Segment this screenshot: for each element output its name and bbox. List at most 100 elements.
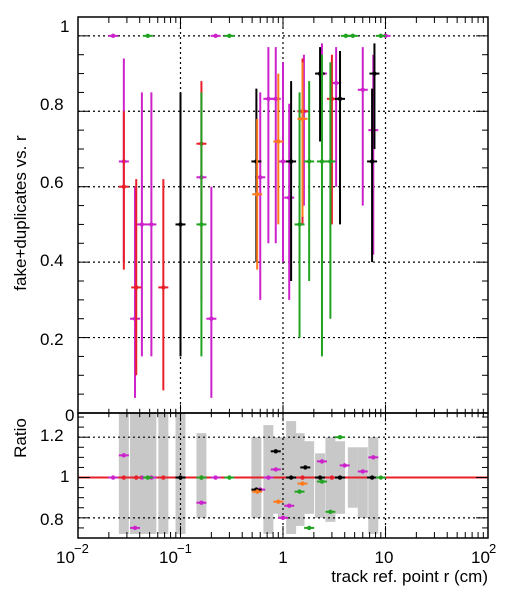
ratio-band: [130, 413, 141, 534]
y-tick-label: 1: [60, 17, 69, 36]
ratio-band: [325, 437, 336, 522]
x-tick-label-base: 10: [56, 548, 75, 567]
ratio-band: [146, 413, 157, 534]
y-tick-label: 0.4: [40, 251, 64, 270]
ratio-point: [199, 475, 204, 480]
ratio-band: [136, 413, 147, 534]
data-point: [328, 159, 333, 164]
data-point: [134, 285, 139, 290]
data-point: [254, 192, 260, 197]
data-point: [360, 87, 365, 92]
data-point: [149, 222, 154, 227]
ratio-point: [369, 475, 375, 480]
ratio-panel-data: [108, 434, 386, 531]
data-point: [266, 96, 271, 102]
x-tick-label-exponent: −1: [177, 541, 192, 556]
ratio-y-tick-label: 1: [60, 467, 69, 486]
ratio-point: [337, 434, 343, 440]
x-tick-label: 10: [375, 548, 394, 567]
data-point: [319, 159, 325, 164]
data-point: [369, 159, 375, 164]
ratio-point: [161, 475, 166, 480]
data-point: [121, 184, 127, 189]
ratio-point: [266, 475, 271, 480]
data-point: [337, 96, 343, 102]
top-panel-data: [108, 33, 391, 398]
x-tick-label-exponent: −2: [74, 541, 89, 556]
data-point: [297, 222, 302, 227]
ratio-point: [342, 463, 347, 468]
data-point: [378, 33, 384, 39]
ratio-band: [368, 437, 379, 534]
ratio-band: [357, 447, 368, 518]
axis-tick-labels: 0 0.2 0.4 0.6 0.8 1 0.8 1 1.2 10 −2 10 −…: [40, 17, 496, 567]
x-tick-label: 1: [278, 548, 287, 567]
ratio-point: [288, 475, 294, 480]
data-point: [306, 159, 312, 164]
ratio-y-axis-title: Ratio: [11, 418, 30, 458]
ratio-point: [213, 475, 218, 480]
ratio-y-tick-label: 0.8: [40, 510, 64, 529]
ratio-point: [378, 475, 384, 480]
ratio-point: [199, 500, 204, 505]
ratio-point: [337, 475, 343, 480]
data-point: [145, 33, 151, 39]
ratio-point: [145, 475, 151, 480]
data-point: [343, 33, 349, 39]
data-point: [333, 80, 339, 86]
data-point: [139, 222, 145, 227]
ratio-point: [371, 455, 376, 460]
x-tick-label-base: 10: [159, 548, 178, 567]
ratio-band: [294, 433, 305, 526]
ratio-point: [297, 489, 302, 494]
ratio-band: [315, 453, 326, 518]
ratio-y-tick-label: 1.2: [40, 426, 64, 445]
data-point: [227, 33, 232, 39]
ratio-point: [300, 475, 305, 480]
data-point: [273, 96, 278, 102]
data-point: [276, 139, 281, 144]
ratio-point: [328, 509, 333, 514]
ratio-point: [254, 489, 260, 494]
x-tick-label-exponent: 2: [489, 541, 496, 556]
ratio-point: [121, 453, 127, 458]
data-point: [110, 33, 116, 39]
ratio-point: [134, 475, 139, 480]
data-point: [209, 316, 214, 321]
ratio-point: [360, 469, 365, 474]
ratio-point: [287, 503, 292, 508]
ratio-point: [110, 475, 116, 480]
y-tick-label: 0.2: [40, 330, 64, 349]
ratio-point: [303, 465, 308, 470]
ratio-point: [273, 467, 278, 472]
y-axis-title: fake+duplicates vs. r: [11, 135, 30, 291]
ratio-point: [132, 525, 138, 531]
axis-ticks: [77, 17, 488, 538]
ratio-point: [139, 475, 145, 480]
ratio-point: [227, 475, 232, 480]
data-point: [161, 285, 166, 290]
ratio-point: [319, 459, 325, 464]
ratio-band: [158, 413, 169, 534]
data-point: [213, 33, 218, 39]
ratio-uncertainty-bands: [118, 413, 379, 534]
data-point: [178, 222, 183, 227]
ratio-point: [276, 499, 281, 504]
data-point: [280, 159, 286, 164]
y-tick-label: 0.8: [40, 95, 64, 114]
ratio-point: [319, 479, 325, 484]
x-tick-label-base: 10: [471, 548, 490, 567]
data-point: [288, 159, 294, 164]
ratio-band: [270, 437, 281, 514]
ratio-point: [300, 481, 305, 486]
data-point: [350, 33, 356, 39]
y-tick-label: 0: [65, 406, 74, 425]
x-axis-title: track ref. point r (cm): [331, 567, 488, 586]
ratio-point: [280, 515, 286, 521]
ratio-point: [306, 525, 312, 531]
ratio-point: [121, 475, 127, 480]
ratio-point: [178, 475, 183, 480]
y-tick-label: 0.6: [40, 173, 64, 192]
ratio-point: [273, 449, 278, 454]
